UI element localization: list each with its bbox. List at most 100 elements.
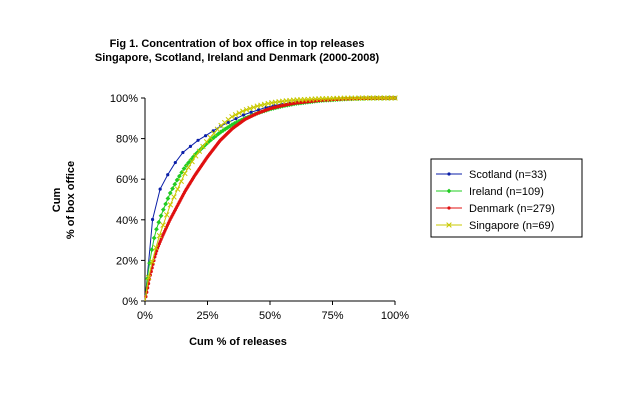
data-point <box>147 260 152 266</box>
data-point <box>149 258 155 265</box>
series-3 <box>144 96 397 302</box>
legend-label: Scotland (n=33) <box>469 169 547 181</box>
x-tick-label: 25% <box>196 310 218 322</box>
data-point <box>218 129 224 135</box>
data-point <box>196 148 203 154</box>
data-point <box>189 158 195 165</box>
series-line <box>144 97 396 302</box>
data-point <box>156 219 162 225</box>
y-tick-label: 40% <box>116 215 138 227</box>
data-point <box>190 154 196 160</box>
data-point <box>204 140 210 146</box>
data-point <box>232 112 239 118</box>
y-tick-label: 100% <box>110 93 138 105</box>
data-point <box>166 173 170 177</box>
legend-swatch-marker <box>447 206 451 210</box>
data-point <box>153 244 159 251</box>
data-point <box>241 113 246 117</box>
y-axis-label-line1: Cum <box>51 188 63 213</box>
chart-title: Fig 1. Concentration of box office in to… <box>110 38 365 50</box>
data-point <box>170 186 175 192</box>
data-point <box>160 207 166 213</box>
x-ticks: 0% 25% 50% 75% 100% <box>137 301 409 322</box>
legend-swatch-marker <box>447 172 451 176</box>
data-point <box>247 105 253 112</box>
data-point <box>200 143 206 150</box>
data-point <box>222 126 228 132</box>
y-tick-label: 20% <box>116 255 138 267</box>
data-point <box>250 104 257 111</box>
data-point <box>182 170 188 177</box>
data-point <box>181 166 187 172</box>
y-axis-label-line2: % of box office <box>65 161 77 239</box>
y-ticks: 0% 20% 40% 60% 80% 100% <box>110 93 145 308</box>
data-point <box>215 131 221 137</box>
x-tick-label: 75% <box>321 310 343 322</box>
x-tick-label: 0% <box>137 310 153 322</box>
data-point <box>156 232 163 239</box>
y-tick-label: 60% <box>116 174 138 186</box>
data-point <box>181 150 185 155</box>
legend-swatch-marker <box>446 222 452 228</box>
data-point <box>160 222 166 228</box>
legend-label: Singapore (n=69) <box>469 220 554 232</box>
series-line <box>144 97 396 302</box>
data-point <box>163 212 170 218</box>
data-point <box>229 113 235 120</box>
data-point <box>150 217 155 222</box>
data-point <box>158 213 164 219</box>
data-point <box>151 235 157 241</box>
data-point <box>178 178 184 185</box>
data-point <box>177 173 182 179</box>
x-tick-label: 50% <box>259 310 281 322</box>
legend-box <box>430 158 583 238</box>
plot-area: 0% 20% 40% 60% 80% 100% 0% 25% 50% 75% 100% <box>110 93 409 322</box>
data-point <box>192 153 199 159</box>
data-point <box>196 138 200 142</box>
data-point <box>236 110 242 116</box>
data-point <box>392 95 398 101</box>
data-point <box>167 190 173 196</box>
data-point <box>165 196 171 201</box>
data-point <box>240 108 246 114</box>
data-point <box>163 201 169 207</box>
data-point <box>249 110 253 114</box>
legend-swatch-marker <box>446 188 452 194</box>
series-layer <box>144 95 398 302</box>
data-point <box>174 177 180 183</box>
legend-item: Singapore (n=69) <box>436 220 554 232</box>
legend-items: Scotland (n=33) Ireland (n=109) Denmark (n… <box>436 169 555 232</box>
x-tick-label: 100% <box>381 310 409 322</box>
series-line <box>144 97 396 302</box>
data-point <box>227 123 233 129</box>
data-point <box>243 106 250 113</box>
chart-subtitle: Singapore, Scotland, Ireland and Denmark… <box>95 52 380 64</box>
legend-item: Scotland (n=33) <box>436 169 547 181</box>
legend-label: Denmark (n=279) <box>469 203 555 215</box>
y-tick-label: 80% <box>116 134 138 146</box>
data-point <box>173 160 177 165</box>
data-point <box>172 181 178 187</box>
data-point <box>193 151 198 157</box>
legend-item: Ireland (n=109) <box>436 186 544 198</box>
data-point <box>154 226 159 232</box>
series-4 <box>144 95 398 302</box>
legend-label: Ireland (n=109) <box>469 186 544 198</box>
data-point <box>158 187 162 191</box>
x-axis-label: Cum % of releases <box>189 336 287 348</box>
data-point <box>188 144 193 148</box>
legend-item: Denmark (n=279) <box>436 203 555 215</box>
data-point <box>155 249 159 253</box>
data-point <box>185 164 192 171</box>
data-point <box>204 134 208 138</box>
data-point <box>229 122 235 128</box>
data-point <box>206 138 212 144</box>
data-point <box>145 274 152 281</box>
y-axis-title: Cum % of box office <box>51 161 77 239</box>
legend: Scotland (n=33) Ireland (n=109) Denmark (n… <box>430 158 583 238</box>
data-point <box>234 117 238 121</box>
data-point <box>226 120 230 124</box>
data-point <box>232 121 237 126</box>
data-point <box>167 202 174 208</box>
